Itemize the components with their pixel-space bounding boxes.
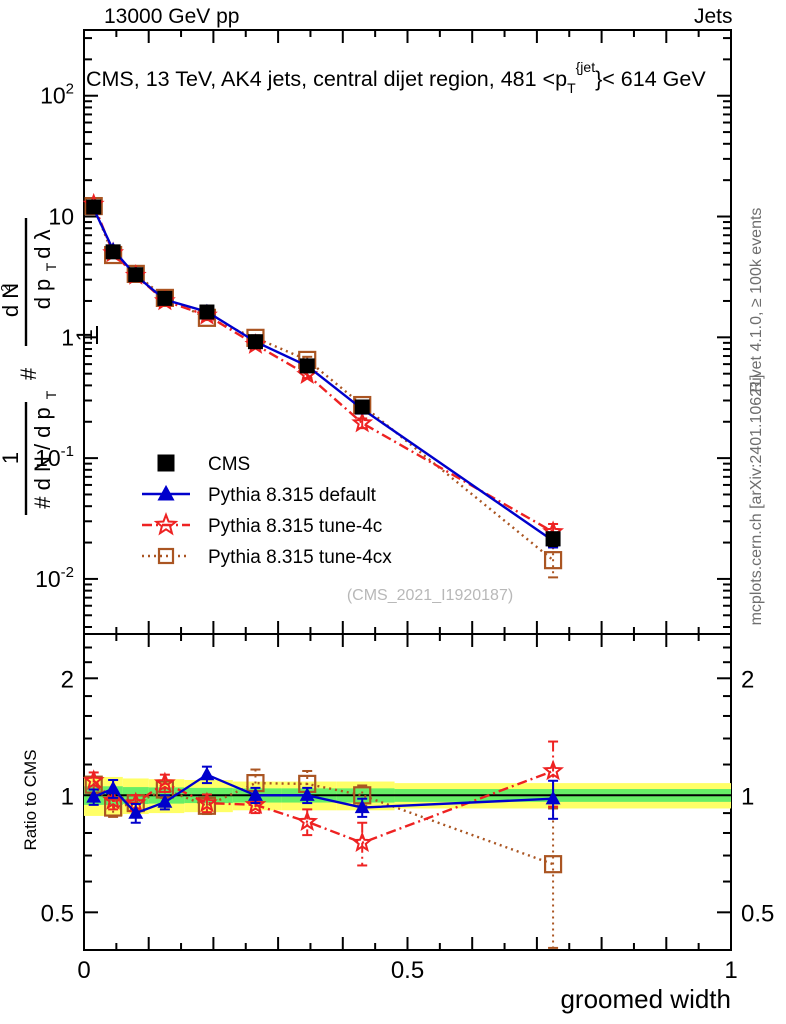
- ylabel-part: d p: [30, 279, 55, 310]
- ylabel-part: 1: [0, 452, 23, 464]
- ratio-marker-1: [102, 788, 125, 810]
- ratio-ytick-label: 0.5: [41, 900, 74, 927]
- main-ytick-label: 10: [48, 204, 74, 230]
- ylabel-part: T: [43, 262, 59, 271]
- ratio-marker-0: [299, 787, 315, 801]
- main-marker-0: [247, 334, 263, 350]
- ratio-series-line-1: [92, 769, 554, 845]
- main-marker-2: [351, 411, 374, 433]
- main-marker-0: [86, 199, 102, 215]
- ratio-marker-0: [128, 805, 144, 819]
- ratio-marker-1: [351, 831, 374, 853]
- ratio-ytick-label-right: 0.5: [741, 900, 774, 927]
- ratio-marker-0: [199, 766, 215, 781]
- legend-marker-2: [153, 512, 179, 536]
- main-marker-0: [199, 304, 215, 320]
- ratio-ytick-label: 1: [61, 783, 74, 810]
- main-ytick-label: 102: [40, 81, 74, 109]
- ratio-marker-1: [296, 810, 319, 832]
- legend-marker-1: [157, 484, 175, 501]
- ratio-marker-1: [196, 791, 218, 813]
- main-panel-frame: [83, 29, 732, 635]
- legend-label-2: Pythia 8.315 tune-4c: [208, 516, 382, 537]
- xtick-label: 0: [77, 957, 90, 984]
- main-ytick-label: 10-2: [35, 564, 74, 592]
- ratio-marker-0: [86, 789, 102, 803]
- header-left: 13000 GeV pp: [104, 5, 240, 28]
- mcplots-label: mcplots.cern.ch [arXiv:2401.10621]: [748, 375, 765, 626]
- xtick-label: 1: [724, 957, 737, 984]
- main-ytick-label: 1: [61, 324, 74, 350]
- main-ytick-label: 10-1: [35, 443, 74, 471]
- ylabel-part: T: [43, 390, 59, 399]
- legend-label-3: Pythia 8.315 tune-4cx: [208, 547, 392, 568]
- ratio-marker-1: [542, 759, 565, 781]
- main-marker-3: [543, 551, 563, 570]
- main-marker-0: [299, 358, 315, 374]
- ylabel-part: d N: [0, 283, 23, 317]
- watermark: (CMS_2021_I1920187): [347, 587, 513, 604]
- main-marker-0: [545, 531, 561, 547]
- ratio-marker-1: [153, 771, 176, 793]
- ratio-marker-0: [354, 799, 370, 814]
- main-ylabel-group: 1 # d N / d p T # d N2 d p Td λ: [0, 218, 59, 515]
- ratio-marker-1: [82, 769, 105, 791]
- ylabel-part: 2: [0, 284, 13, 291]
- main-series-line-3: [92, 205, 554, 562]
- ratio-marker-0: [248, 787, 263, 801]
- main-marker-0: [128, 267, 144, 283]
- main-title: CMS, 13 TeV, AK4 jets, central dijet reg…: [86, 59, 706, 96]
- ratio-ytick-label-right: 1: [741, 783, 754, 810]
- main-marker-0: [105, 244, 121, 260]
- ratio-marker-2: [543, 855, 563, 874]
- xtick-label: 0.5: [391, 957, 424, 984]
- rivet-version-label: Rivet 4.1.0, ≥ 100k events: [748, 208, 765, 393]
- legend-marker-0: [157, 454, 175, 472]
- ratio-marker-0: [105, 780, 121, 795]
- ratio-marker-0: [545, 790, 561, 805]
- ylabel-part: # d N / d p: [30, 407, 55, 509]
- ratio-marker-0: [157, 794, 173, 808]
- header-right: Jets: [694, 5, 733, 28]
- main-marker-0: [157, 290, 173, 306]
- ratio-ytick-label: 2: [61, 666, 74, 693]
- legend-label-1: Pythia 8.315 default: [208, 485, 377, 506]
- ylabel-part: #: [16, 367, 41, 380]
- legend-label-0: CMS: [208, 454, 250, 475]
- ratio-ytick-label-right: 2: [741, 666, 754, 693]
- xaxis-label: groomed width: [560, 984, 731, 1014]
- ylabel-part: d λ: [30, 229, 55, 258]
- main-ylabel: 1: [0, 0, 98, 640]
- legend-marker-3: [157, 547, 175, 565]
- main-marker-0: [354, 399, 370, 415]
- ratio-marker-1: [244, 793, 267, 815]
- ratio-ylabel: Ratio to CMS: [21, 749, 40, 850]
- main-series-line-2: [92, 203, 554, 533]
